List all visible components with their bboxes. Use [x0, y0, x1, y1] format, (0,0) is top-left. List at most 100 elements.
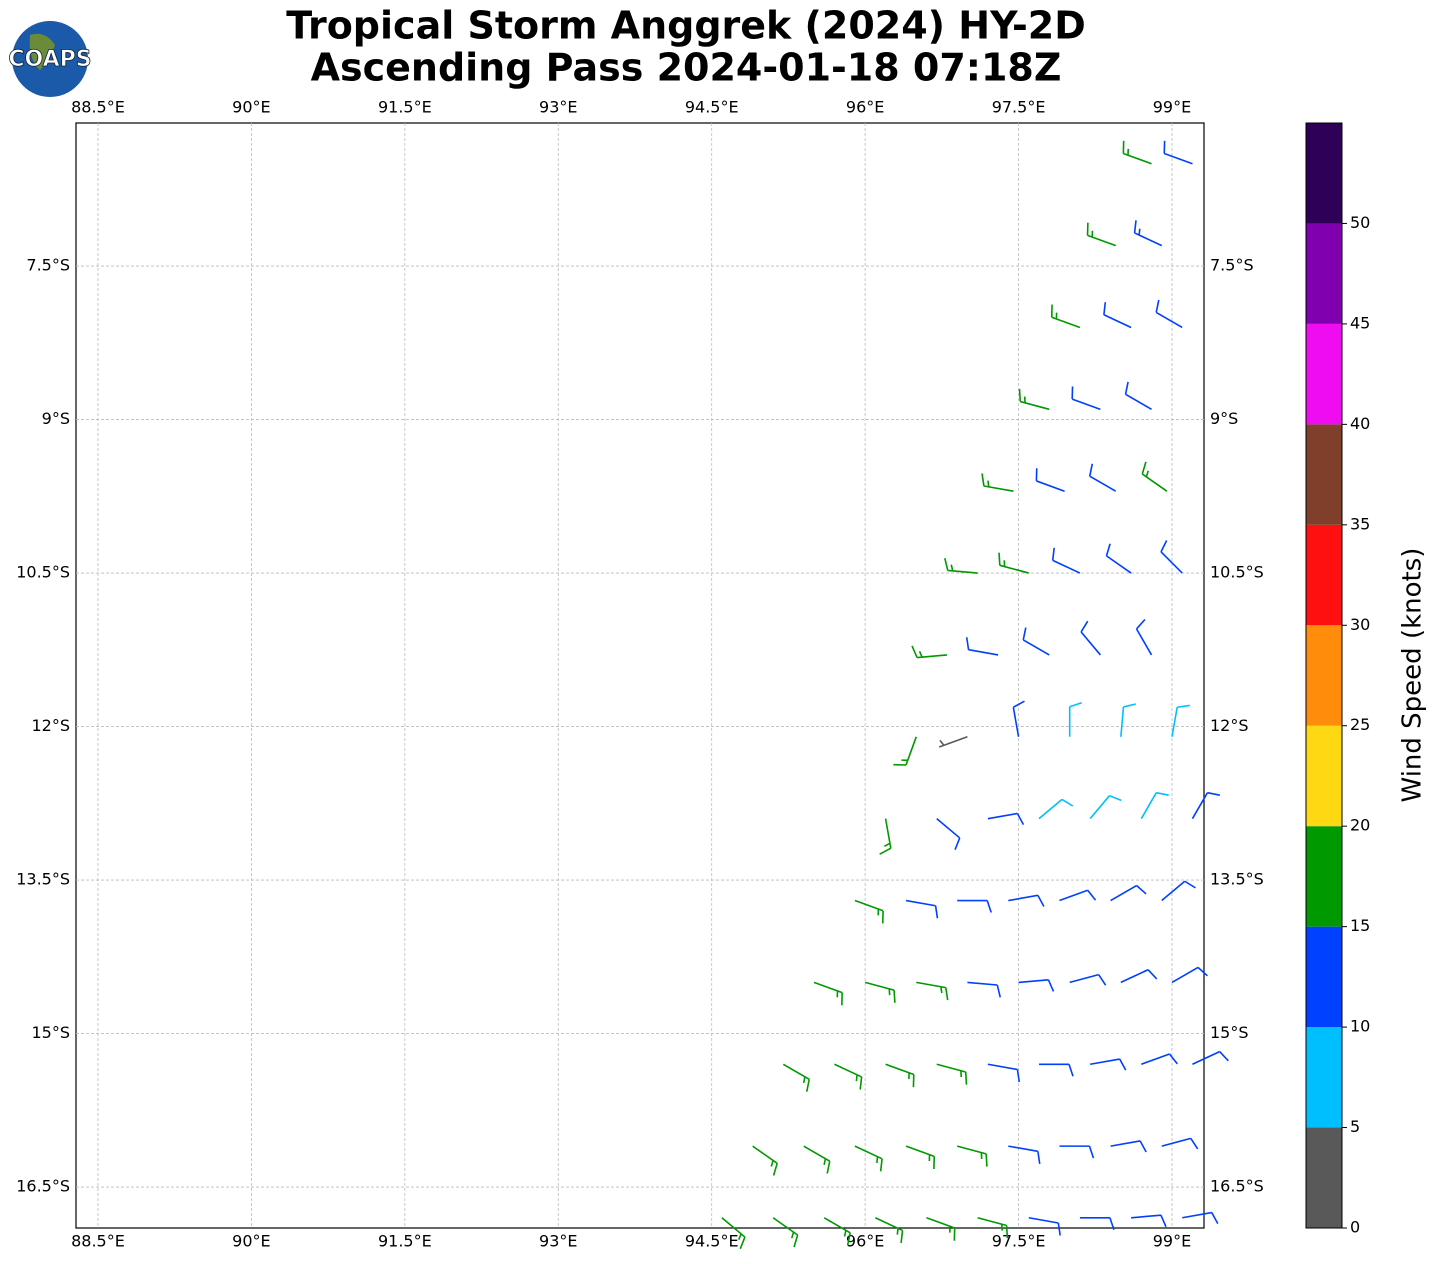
wind-barb — [1012, 700, 1025, 737]
wind-barb — [1141, 461, 1168, 492]
y-tick-label: 13.5°S — [1210, 870, 1264, 889]
y-tick-label: 15°S — [1210, 1023, 1249, 1042]
wind-barb — [1110, 884, 1147, 902]
colorbar-segment — [1306, 223, 1342, 324]
wind-barb — [965, 637, 999, 656]
wind-barb — [977, 1216, 1009, 1239]
wind-barb — [1088, 463, 1117, 492]
colorbar-segment — [1306, 323, 1342, 425]
wind-barbs — [721, 140, 1229, 1250]
wind-barb — [834, 1063, 863, 1090]
y-tick-label: 9°S — [42, 409, 70, 428]
wind-barb — [1171, 704, 1190, 737]
wind-barb — [1160, 540, 1183, 574]
wind-barb — [1059, 1145, 1095, 1159]
wind-barb — [875, 1217, 904, 1244]
colorbar-tick-label: 5 — [1350, 1117, 1360, 1136]
wind-barb — [854, 899, 884, 924]
wind-barb — [957, 899, 992, 913]
wind-barb — [1038, 798, 1074, 820]
wind-barb — [987, 1063, 1021, 1083]
colorbar-tick-label: 15 — [1350, 916, 1370, 935]
wind-barb — [1192, 1050, 1229, 1065]
wind-barb — [803, 1145, 831, 1174]
x-tick-label: 94.5°E — [685, 1232, 739, 1251]
colorbar-label: Wind Speed (knots) — [1398, 548, 1428, 803]
y-tick-label: 15°S — [31, 1023, 70, 1042]
wind-barb — [1120, 968, 1158, 984]
colorbar-segment — [1306, 826, 1342, 927]
colorbar-segment — [1306, 926, 1342, 1028]
y-tick-label: 12°S — [31, 716, 70, 735]
wind-barb — [1135, 618, 1153, 656]
wind-barb — [1124, 381, 1152, 411]
wind-barb — [1069, 973, 1107, 986]
y-tick-label: 10.5°S — [16, 563, 70, 582]
map-frame — [75, 122, 1205, 1229]
wind-barb — [1141, 1053, 1178, 1066]
wind-barb — [926, 1217, 956, 1241]
y-tick-label: 7.5°S — [1210, 256, 1254, 275]
x-tick-label: 88.5°E — [71, 98, 125, 117]
wind-barb — [1080, 620, 1102, 656]
wind-barb — [813, 981, 843, 1006]
wind-barb — [1122, 140, 1152, 165]
x-tick-label: 91.5°E — [378, 98, 432, 117]
y-tick-label: 7.5°S — [26, 256, 70, 275]
wind-barb — [1022, 627, 1050, 656]
colorbar-tick-label: 45 — [1350, 313, 1370, 332]
colorbar-tick-label: 25 — [1350, 715, 1370, 734]
wind-barb — [1008, 1145, 1041, 1164]
wind-barb — [1039, 1063, 1074, 1077]
x-tick-label: 96°E — [846, 1232, 884, 1251]
wind-barb — [1018, 388, 1050, 411]
colorbar-segment — [1306, 625, 1342, 726]
colorbar-segment — [1306, 1027, 1342, 1128]
x-tick-label: 90°E — [232, 1232, 270, 1251]
logo: COAPS — [8, 21, 92, 97]
y-tick-label: 13.5°S — [16, 870, 70, 889]
wind-barb — [879, 818, 892, 855]
logo-land — [29, 33, 55, 70]
x-tick-label: 88.5°E — [71, 1232, 125, 1251]
wind-barb — [936, 1063, 968, 1085]
wind-barb — [1028, 1216, 1061, 1236]
wind-barb — [1191, 791, 1220, 820]
colorbar-segment — [1306, 524, 1342, 626]
colorbar-tick-label: 40 — [1350, 414, 1370, 433]
wind-barb — [1131, 1214, 1167, 1228]
colorbar-frame — [1305, 122, 1343, 1229]
wind-barb — [1161, 1137, 1199, 1150]
wind-barb — [1071, 386, 1101, 411]
wind-barb — [1086, 222, 1117, 247]
wind-barb — [823, 1217, 851, 1246]
wind-barb — [911, 645, 948, 659]
wind-barb — [936, 818, 961, 851]
wind-barb — [1089, 794, 1122, 820]
wind-barb — [981, 473, 1014, 492]
wind-barb — [916, 981, 949, 1001]
wind-barb — [1059, 889, 1097, 902]
wind-barb — [1090, 1058, 1127, 1071]
wind-barb — [1120, 703, 1136, 737]
x-tick-label: 91.5°E — [378, 1232, 432, 1251]
x-tick-label: 94.5°E — [685, 98, 739, 117]
wind-barb — [854, 1145, 883, 1172]
y-tick-label: 9°S — [1210, 409, 1238, 428]
colorbar-tick-label: 10 — [1350, 1017, 1370, 1036]
x-tick-label: 99°E — [1153, 1232, 1191, 1251]
title-line-1: Tropical Storm Anggrek (2024) HY-2D — [286, 4, 1086, 48]
x-tick-label: 93°E — [539, 1232, 577, 1251]
x-tick-label: 99°E — [1153, 98, 1191, 117]
wind-barb — [864, 981, 896, 1003]
wind-barb — [1155, 299, 1183, 329]
wind-barb — [721, 1217, 746, 1250]
wind-barb — [1133, 220, 1163, 247]
colorbar-tick-label: 20 — [1350, 816, 1370, 835]
colorbar-tick-label: 35 — [1350, 514, 1370, 533]
wind-barb — [905, 1145, 936, 1170]
wind-barb — [1008, 894, 1045, 907]
wind-barb — [1163, 140, 1193, 165]
y-tick-label: 12°S — [1210, 716, 1249, 735]
